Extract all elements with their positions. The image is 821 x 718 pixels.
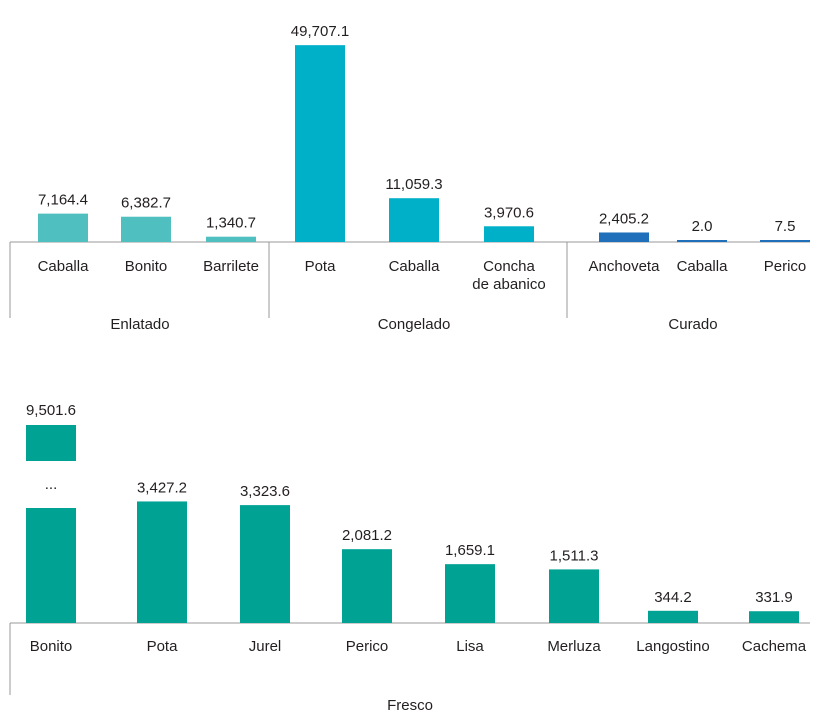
bar-enlatado-caballa (38, 213, 88, 242)
category-label-enlatado-bonito: Bonito (125, 258, 168, 275)
bar-enlatado-bonito (121, 216, 171, 242)
bar-congelado-concha-de-abanico (484, 226, 534, 242)
group-label-fresco: Fresco (387, 697, 433, 714)
value-label-curado-anchoveta: 2,405.2 (599, 210, 649, 227)
value-label-fresco-pota: 3,427.2 (137, 479, 187, 496)
category-label-line: Concha (483, 258, 535, 275)
value-label-curado-caballa: 2.0 (692, 218, 713, 235)
value-label-curado-perico: 7.5 (775, 218, 796, 235)
category-label-curado-caballa: Caballa (677, 258, 729, 275)
bar-fresco-pota (137, 501, 187, 623)
value-label-fresco-perico: 2,081.2 (342, 527, 392, 544)
category-label-line: Caballa (389, 258, 441, 275)
category-label-curado-perico: Perico (764, 258, 807, 275)
value-label-fresco-langostino: 344.2 (654, 589, 692, 606)
value-label-fresco-cachema: 331.9 (755, 589, 793, 606)
category-label-enlatado-barrilete: Barrilete (203, 258, 259, 275)
bar-fresco-merluza (549, 569, 599, 623)
bar-fresco-cachema (749, 611, 799, 623)
category-label-fresco-bonito: Bonito (30, 638, 73, 655)
value-label-enlatado-bonito: 6,382.7 (121, 195, 171, 212)
value-label-fresco-jurel: 3,323.6 (240, 483, 290, 500)
category-label-fresco-cachema: Cachema (742, 638, 807, 655)
value-label-congelado-pota: 49,707.1 (291, 23, 349, 40)
category-label-enlatado-caballa: Caballa (38, 258, 90, 275)
category-label-fresco-perico: Perico (346, 638, 389, 655)
top-chart-processed-products: 7,164.4 Caballa 6,382.7 Bonito 1,340.7 Barril… (9, 23, 810, 333)
category-label-curado-anchoveta: Anchoveta (589, 258, 661, 275)
value-label-fresco-lisa: 1,659.1 (445, 542, 495, 559)
category-label-fresco-merluza: Merluza (547, 638, 601, 655)
bar-fresco-langostino (648, 610, 698, 623)
group-label-congelado: Congelado (378, 316, 451, 333)
bar-enlatado-barrilete (206, 236, 256, 242)
value-label-enlatado-caballa: 7,164.4 (38, 192, 88, 209)
group-label-enlatado: Enlatado (110, 316, 169, 333)
category-label-congelado-pota: Pota (305, 258, 337, 275)
value-label-congelado-concha-de-abanico: 3,970.6 (484, 204, 534, 221)
category-label-fresco-pota: Pota (147, 638, 179, 655)
bar-congelado-caballa (389, 198, 439, 242)
bar-fresco-bonito-break-segment (26, 425, 76, 461)
bar-fresco-lisa (445, 564, 495, 623)
bar-curado-anchoveta (599, 232, 649, 242)
bottom-chart-fresh-products: ... 9,501.6 Bonito 3,427.2 Pota 3,323.6 Jurel 2… (9, 402, 810, 714)
category-label-line: de abanico (472, 276, 545, 293)
value-label-enlatado-barrilete: 1,340.7 (206, 215, 256, 232)
category-label-line: Pota (305, 258, 337, 275)
value-label-fresco-bonito: 9,501.6 (26, 402, 76, 419)
category-label-fresco-lisa: Lisa (456, 638, 484, 655)
bar-fresco-bonito (26, 508, 76, 623)
bar-fresco-perico (342, 549, 392, 623)
category-label-congelado-caballa: Caballa (389, 258, 441, 275)
bar-curado-caballa (677, 240, 727, 242)
category-label-fresco-langostino: Langostino (636, 638, 709, 655)
group-label-curado: Curado (668, 316, 717, 333)
bar-curado-perico (760, 240, 810, 242)
category-label-congelado-concha-de-abanico: Concha de abanico (472, 258, 545, 293)
axis-break-marker: ... (45, 476, 58, 493)
value-label-congelado-caballa: 11,059.3 (385, 176, 442, 193)
value-label-fresco-merluza: 1,511.3 (550, 547, 599, 564)
bar-fresco-jurel (240, 505, 290, 623)
bar-congelado-pota (295, 45, 345, 243)
category-label-fresco-jurel: Jurel (249, 638, 282, 655)
